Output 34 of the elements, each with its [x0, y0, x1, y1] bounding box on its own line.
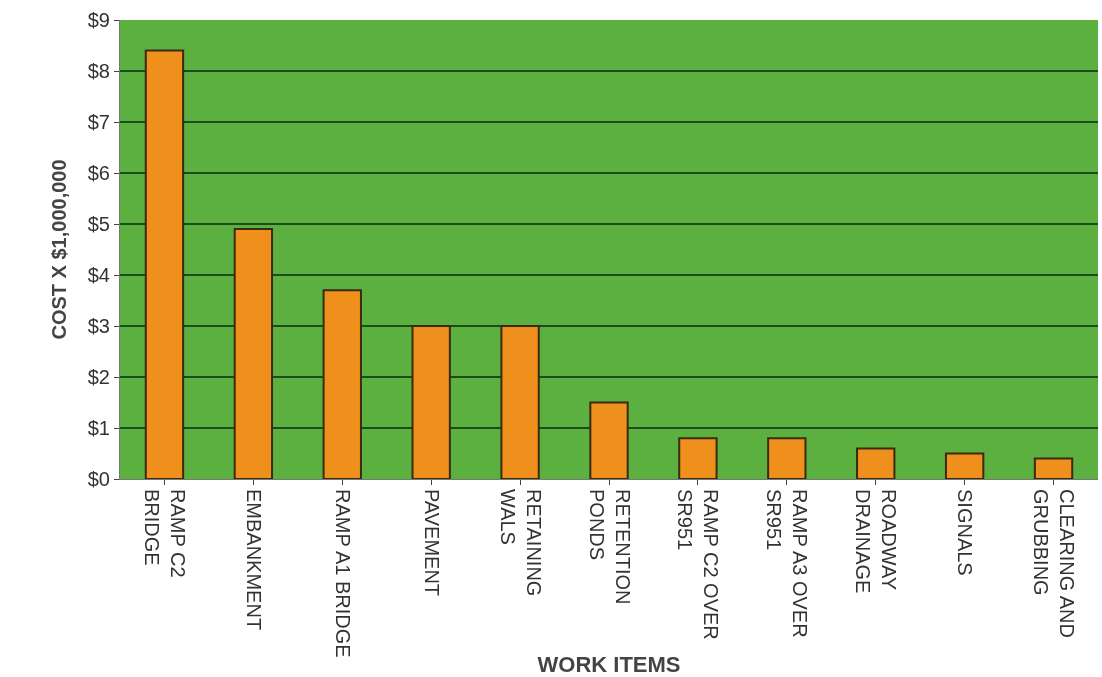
y-tick-label: $2 [87, 366, 110, 388]
x-tick-label: RETAINING WALS [496, 489, 545, 597]
bar [1033, 457, 1074, 479]
bar [233, 228, 274, 479]
y-axis-title: COST X $1,000,000 [48, 159, 71, 340]
bar [767, 437, 807, 479]
y-tick-label: $9 [87, 9, 110, 31]
x-tick-label: ROADWAY DRAINAGE [852, 489, 901, 594]
bar [856, 447, 896, 479]
x-tick-label: RAMP C2 OVER SR951 [674, 489, 723, 640]
x-tick-label: RAMP A1 BRIDGE [331, 489, 354, 658]
y-tick-label: $3 [87, 315, 110, 337]
bar [944, 452, 985, 479]
x-tick-label: RETENTION PONDS [585, 489, 634, 605]
x-tick-label: RAMP A3 OVER SR951 [763, 489, 812, 638]
y-tick-label: $1 [87, 417, 110, 439]
x-tick-label: CLEARING AND GRUBBING [1030, 489, 1079, 638]
y-tick-label: $8 [87, 60, 110, 82]
x-tick-label: EMBANKMENT [242, 489, 265, 631]
bar [500, 325, 540, 479]
bar [589, 401, 629, 479]
bar [144, 49, 185, 479]
bar [678, 437, 718, 479]
y-tick-label: $0 [87, 468, 110, 490]
x-tick-label: PAVEMENT [420, 489, 443, 597]
y-tick-label: $4 [87, 264, 110, 286]
bar [411, 325, 451, 479]
x-tick-label: RAMP C2 BRIDGE [140, 489, 189, 578]
y-tick-label: $5 [87, 213, 110, 235]
bar [322, 289, 362, 479]
x-tick-label: SIGNALS [954, 489, 977, 576]
x-axis-title: WORK ITEMS [537, 652, 681, 677]
y-tick-label: $6 [87, 162, 110, 184]
y-tick-label: $7 [87, 111, 110, 133]
